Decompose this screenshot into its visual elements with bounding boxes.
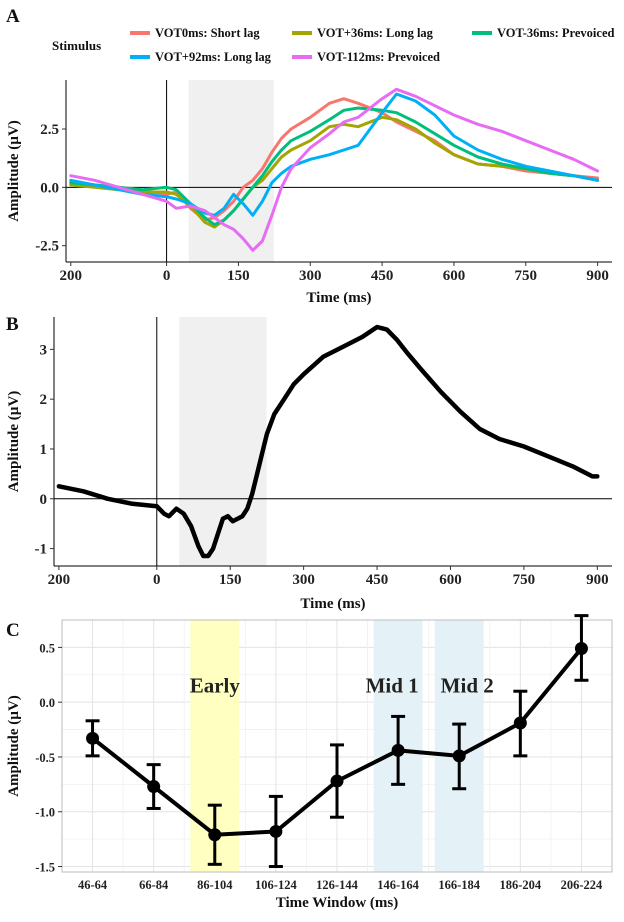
legend-label-2: VOT-36ms: Prevoiced (497, 26, 614, 40)
x-tick-label: 900 (586, 268, 609, 284)
y-tick-label: 0.0 (40, 180, 59, 196)
data-point (86, 731, 100, 745)
x-tick-label: 46-64 (78, 878, 108, 892)
panel-c-x-label: Time Window (ms) (276, 895, 399, 911)
panel-border (61, 619, 613, 873)
x-tick-label: 200 (48, 572, 71, 588)
panel-a-chart: 200 0 150 300 450 600 750 900 -2.5 0.0 2.5 (35, 80, 612, 284)
x-tick-label: 86-104 (197, 878, 233, 892)
y-tick-label: 2.5 (40, 122, 59, 138)
x-tick-label: 600 (439, 572, 462, 588)
y-tick-label: -1.5 (35, 861, 55, 875)
annotation-mid2: Mid 2 (441, 674, 494, 698)
x-tick-label: 206-224 (561, 878, 603, 892)
panel-c-label: C (6, 620, 20, 641)
x-tick-label: 146-164 (377, 878, 419, 892)
data-point (391, 743, 405, 757)
legend-label-0: VOT0ms: Short lag (155, 26, 260, 40)
y-tick-label: 0.0 (39, 696, 55, 710)
x-tick-label: 106-124 (255, 878, 297, 892)
x-tick-label: 0 (153, 572, 161, 588)
panel-a-y-label: Amplitude (µV) (6, 120, 22, 222)
panel-a-label: A (6, 6, 20, 27)
data-point (574, 641, 588, 655)
x-tick-label: 300 (299, 268, 322, 284)
y-tick-label: 1 (40, 442, 48, 458)
panel-b-label: B (6, 314, 19, 335)
x-tick-label: 450 (366, 572, 389, 588)
x-tick-label: 166-184 (438, 878, 480, 892)
legend-label-3: VOT+92ms: Long lag (155, 50, 272, 64)
data-point (269, 824, 283, 838)
y-tick-label: 2 (40, 392, 48, 408)
y-tick-label: 3 (40, 342, 48, 358)
series-line-3 (69, 92, 600, 217)
series-line-1 (69, 115, 600, 229)
x-tick-label: 750 (515, 268, 538, 284)
x-tick-label: 750 (513, 572, 536, 588)
y-tick-label: -1.0 (35, 806, 55, 820)
x-tick-label: 200 (60, 268, 83, 284)
data-point (513, 716, 527, 730)
series-line-4 (69, 87, 600, 252)
y-tick-label: -2.5 (35, 239, 59, 255)
x-tick-label: 126-144 (316, 878, 358, 892)
x-tick-label: 150 (227, 268, 250, 284)
series-line-2 (69, 106, 600, 227)
y-tick-label: -0.5 (35, 751, 55, 765)
series-line-0 (56, 324, 600, 559)
panel-b-x-label: Time (ms) (300, 596, 365, 612)
panel-b-y-label: Amplitude (µV) (6, 391, 22, 493)
annotation-mid1: Mid 1 (366, 674, 419, 698)
data-point (208, 828, 222, 842)
legend-title: Stimulus (52, 38, 101, 53)
y-tick-label: 0.5 (39, 641, 55, 655)
x-tick-label: 900 (586, 572, 609, 588)
x-tick-label: 150 (219, 572, 242, 588)
data-point (147, 780, 161, 794)
legend-label-4: VOT-112ms: Prevoiced (317, 50, 440, 64)
annotation-early: Early (190, 674, 241, 698)
panel-c-y-label: Amplitude (µV) (6, 695, 22, 797)
x-tick-label: 300 (292, 572, 315, 588)
x-tick-label: 0 (163, 268, 171, 284)
y-tick-label: 0 (40, 492, 48, 508)
panel-b-chart: 200 0 150 300 450 600 750 900 -1 0 1 2 3 (35, 317, 612, 588)
data-point (330, 774, 344, 788)
x-tick-label: 186-204 (499, 878, 541, 892)
x-tick-label: 450 (371, 268, 394, 284)
data-point (452, 749, 466, 763)
x-tick-label: 600 (443, 268, 466, 284)
legend-a: Stimulus VOT0ms: Short lag VOT+36ms: Long… (52, 26, 614, 64)
x-tick-label: 66-84 (139, 878, 169, 892)
legend-label-1: VOT+36ms: Long lag (317, 26, 434, 40)
panel-a-x-label: Time (ms) (306, 290, 371, 306)
y-tick-label: -1 (35, 542, 48, 558)
panel-c-chart: 46-64 66-84 86-104 106-124 126-144 146-164 166… (35, 614, 613, 892)
